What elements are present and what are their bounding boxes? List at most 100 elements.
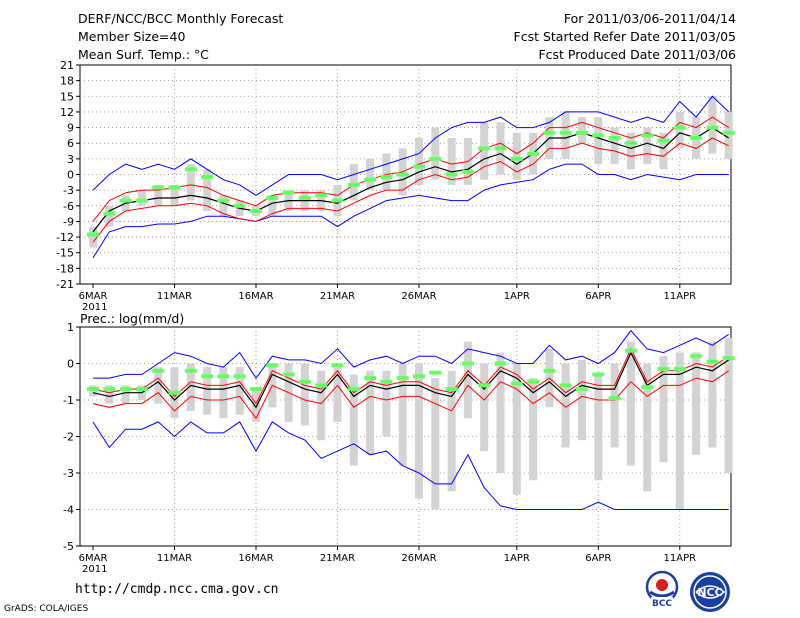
panel1-x-tick-label: 1APR [504,291,530,302]
panel2-median-marker [641,385,654,390]
panel2-spread-box [724,337,733,473]
panel1-spread-box [366,158,375,191]
panel1-median-marker [429,156,442,161]
panel2-upper-sd-line [92,347,729,405]
panel2-x-tick-label: 11APR [664,553,697,564]
panel1-median-marker [201,175,214,180]
panel1-y-tick-label: 6 [67,137,74,150]
panel2-spread-box [512,363,521,495]
panel2-y-tick-label: -3 [63,467,74,480]
panel2-median-marker [429,370,442,375]
panel1-median-marker [461,169,474,174]
panel2-median-marker [380,379,393,384]
panel2-spread-box [219,367,228,419]
panel1-mean-line [92,126,730,233]
panel2-median-marker [722,356,735,361]
panel2-mean-line [92,351,730,409]
panel2-spread-box [366,370,375,455]
panel2-spread-box [186,363,195,411]
panel1-median-marker [103,211,116,216]
panel2-median-marker [527,379,540,384]
panel1-median-marker [315,193,328,198]
panel2-x-tick-label: 26MAR [401,553,436,564]
panel2-median-marker [510,381,523,386]
panel2-x-tick-label: 6MAR [79,553,108,564]
forecast-produced-date-label: Fcst Produced Date 2011/03/06 [538,47,736,62]
panel1-spread-box [724,111,733,159]
panel2-y-tick-label: -4 [63,504,74,517]
panel2-spread-box [496,352,505,473]
panel1-y-tick-label: -3 [63,184,74,197]
panel2-spread-box [349,374,358,466]
panel2-x-tick-label: 21MAR [320,553,355,564]
ncc-logo-text: NCC [697,586,722,599]
panel2-median-marker [201,374,214,379]
panel1-median-marker [184,167,197,172]
variable-label: Mean Surf. Temp.: °C [78,47,209,62]
panel1-median-marker [641,133,654,138]
panel1-median-marker [510,156,523,161]
grads-credit: GrADS: COLA/IGES [4,604,89,614]
panel1-spread-box [643,127,652,165]
panel2-y-tick-label: -2 [63,431,74,444]
panel2-median-marker [87,387,99,392]
panel2-median-marker [559,383,572,388]
panel1-y-tick-label: -18 [56,262,74,275]
bcc-logo: BCC [645,570,679,608]
panel1-median-marker [543,130,556,135]
panel2-spread-box [675,352,684,510]
panel1-median-marker [347,182,360,187]
panel1-upper-sd-line [92,116,729,222]
panel1-median-marker [445,172,458,177]
panel1-x-tick-label: 11MAR [157,291,192,302]
panel1-median-marker [331,198,344,203]
panel2-median-marker [673,366,686,371]
panel1-spread-box [154,184,163,206]
ncc-logo: NCC [690,572,730,612]
panel2-median-marker [331,363,344,368]
panel1-x-tick-label: 6MAR [79,291,108,302]
panel2-spread-box [382,370,391,437]
panel1-median-marker [282,190,295,195]
panel2-median-marker [592,372,605,377]
source-url[interactable]: http://cmdp.ncc.cma.gov.cn [75,582,279,597]
panel1-median-marker [673,125,686,130]
panel2-lower-sd-line [92,370,729,420]
panel2-spread-box [529,378,538,481]
panel1-y-tick-label: 15 [60,90,74,103]
panel2-spread-box [659,356,668,463]
panel1-median-marker [135,198,148,203]
panel2-spread-box [398,363,407,466]
panel1-x-tick-label: 21MAR [320,291,355,302]
panel1-spread-box [382,153,391,191]
panel1-spread-box [480,122,489,180]
panel1-y-tick-label: -12 [56,231,74,244]
panel2-median-marker [298,379,311,384]
panel2-max-line [93,329,729,379]
panel2-median-marker [282,372,295,377]
panel2-spread-box [105,385,114,404]
panel1-spread-box [512,132,521,180]
panel2-spread-box [431,378,440,510]
panel2-median-marker [364,376,377,381]
panel1-spread-box [659,132,668,170]
panel1-median-marker [559,130,572,135]
panel2-median-marker [413,374,425,379]
panel1-y-tick-label: -15 [56,247,74,260]
panel2-median-marker [445,387,458,392]
panel2-spread-box [561,363,570,448]
panel2-median-marker [624,348,637,353]
panel2-median-marker [347,387,360,392]
panel1-spread-box [203,169,212,211]
panel2-spread-box [578,359,586,441]
panel1-spread-box [186,164,195,201]
panel1-median-marker [119,198,132,203]
panel2-median-marker [168,390,181,395]
panel2-spread-box [252,389,260,422]
panel2-spread-box [610,363,619,448]
panel1-y-tick-label: 21 [60,59,74,72]
panel2-spread-box [154,367,163,404]
forecast-period-label: For 2011/03/06-2011/04/14 [563,11,736,26]
panel2-x-tick-label: 11MAR [157,553,192,564]
panel1-median-marker [413,164,425,169]
